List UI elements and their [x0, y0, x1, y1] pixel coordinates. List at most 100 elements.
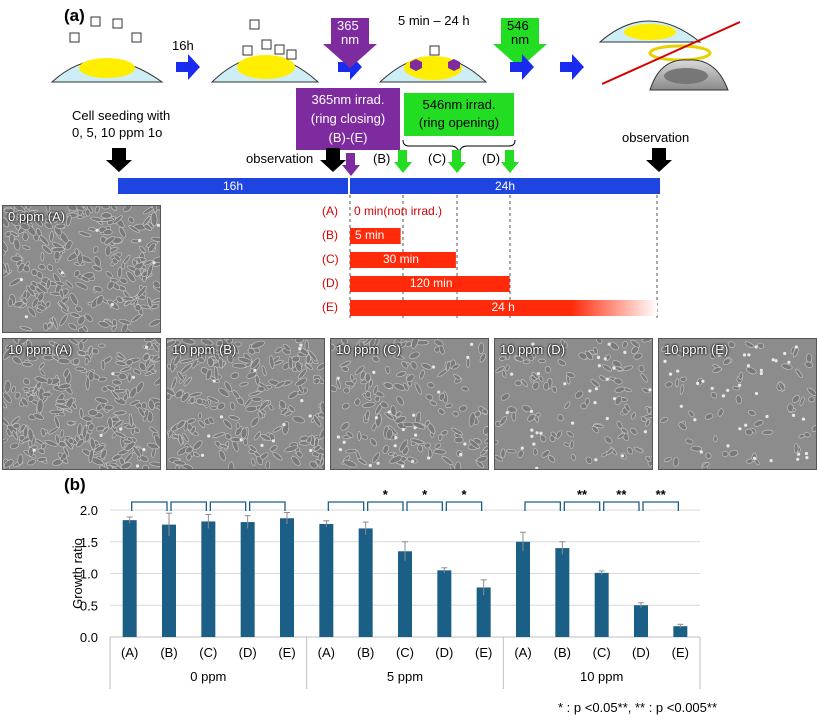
- uv-box-line-2: (ring closing): [310, 111, 386, 126]
- condition-id: (E): [322, 300, 338, 314]
- condition-id: (D): [322, 276, 339, 290]
- category-label: (B): [357, 645, 374, 660]
- significance-label: *: [383, 490, 389, 502]
- significance-label: *: [461, 490, 467, 502]
- bar: [201, 521, 216, 637]
- bar: [476, 587, 491, 637]
- condition-label: 24 h: [491, 300, 515, 314]
- significance-bracket: [249, 501, 286, 511]
- vis-arrow-d: [501, 150, 519, 173]
- blue-arrow-4: [560, 54, 584, 80]
- bar: [516, 541, 530, 637]
- condition-label: 0 min(non irrad.): [354, 204, 443, 218]
- mark-c: (C): [428, 151, 447, 166]
- timeline-16h-label: 16h: [222, 179, 244, 193]
- category-label: (C): [199, 645, 217, 660]
- micrograph: 10 ppm (E): [658, 338, 817, 470]
- bar: [240, 522, 255, 637]
- bar: [555, 548, 570, 637]
- condition-label: 5 min: [355, 228, 385, 242]
- micrograph-label: 0 ppm (A): [8, 209, 66, 224]
- obs-arrow-right: [646, 148, 672, 172]
- group-label: 10 ppm: [580, 669, 623, 684]
- vis-box-line-2: (ring opening): [418, 115, 500, 130]
- uv-arrow-label-2: nm: [341, 32, 360, 47]
- y-axis-label: Growth ratio: [70, 538, 85, 609]
- category-label: (C): [396, 645, 414, 660]
- seeding-line-2: 0, 5, 10 ppm 1o: [72, 125, 163, 140]
- significance-bracket: [209, 501, 247, 511]
- group-label: 0 ppm: [190, 669, 226, 684]
- micrograph: 0 ppm (A): [2, 205, 161, 333]
- micrograph: 10 ppm (B): [166, 338, 325, 470]
- category-label: (D): [435, 645, 453, 660]
- bar: [594, 572, 609, 637]
- uv-box-line-3: (B)-(E): [328, 130, 368, 145]
- vis-arrow-c: [448, 150, 466, 173]
- mark-d: (D): [482, 151, 501, 166]
- mark-b: (B): [373, 151, 391, 166]
- y-tick-label: 0.5: [80, 598, 98, 613]
- significance-bracket: [603, 501, 640, 511]
- seed-arrow: [106, 148, 132, 172]
- growth-ratio-chart: 0.0 0.5 1.0 1.5 2.0 Growth ratio 0 ppm (A) (B) (C…: [70, 490, 701, 689]
- significance-label: *: [422, 490, 428, 502]
- timeline-24h-label: 24h: [494, 179, 516, 193]
- bar: [673, 626, 688, 637]
- vis-arrow-label-1: 546: [507, 18, 529, 33]
- micrograph-label: 10 ppm (E): [664, 342, 729, 357]
- y-tick-label: 1.5: [80, 535, 98, 550]
- cell-2: [210, 19, 320, 83]
- significance-bracket: [170, 501, 207, 511]
- bar: [122, 520, 137, 637]
- vis-arrow-label-2: nm: [511, 32, 530, 47]
- blue-arrow-3: [510, 54, 534, 80]
- category-label: (A): [318, 645, 335, 660]
- category-label: (B): [554, 645, 571, 660]
- seeding-line-1: Cell seeding with: [72, 108, 171, 123]
- category-label: (A): [121, 645, 138, 660]
- micrograph: 10 ppm (C): [330, 338, 489, 470]
- significance-label: **: [656, 490, 667, 502]
- group-label: 5 ppm: [387, 669, 423, 684]
- significance-bracket: [367, 501, 404, 511]
- category-label: (E): [278, 645, 295, 660]
- timeline-16h: [118, 178, 348, 194]
- cell-final-dead: [648, 44, 729, 91]
- category-label: (C): [593, 645, 611, 660]
- condition-bar: [350, 252, 456, 268]
- bar: [437, 570, 452, 637]
- condition-label: 120 min: [409, 276, 453, 290]
- observation-right: observation: [622, 130, 690, 145]
- y-tick-label: 2.0: [80, 503, 98, 518]
- condition-bar: [350, 276, 510, 292]
- vis-arrow-b: [394, 150, 412, 173]
- category-label: (E): [672, 645, 689, 660]
- step-16h-label: 16h: [172, 38, 194, 53]
- uv-arrow-label-1: 365: [337, 18, 359, 33]
- category-label: (B): [160, 645, 177, 660]
- uv-box: [296, 88, 400, 150]
- significance-bracket: [445, 501, 483, 511]
- footnote: * : p <0.05**, ** : p <0.005**: [558, 700, 718, 715]
- bar: [280, 518, 294, 637]
- condition-bars: [349, 195, 658, 318]
- cell-1: [50, 16, 164, 83]
- significance-bracket: [327, 501, 365, 511]
- vis-546-arrow: [493, 18, 547, 68]
- condition-id: (C): [322, 252, 339, 266]
- cell-3: [378, 45, 488, 83]
- micrograph-label: 10 ppm (A): [8, 342, 73, 357]
- obs-arrow-left: [320, 148, 346, 172]
- category-label: (D): [632, 645, 650, 660]
- uv-small-arrow: [342, 153, 360, 176]
- bar: [319, 523, 334, 637]
- y-tick-label: 0.0: [80, 630, 98, 645]
- significance-label: **: [577, 490, 588, 502]
- significance-bracket: [131, 501, 168, 511]
- cell-schematic: [50, 16, 741, 194]
- y-tick-label: 1.0: [80, 567, 98, 582]
- condition-id: (A): [322, 204, 338, 218]
- cell-final-alive: [598, 20, 702, 43]
- bar: [634, 605, 648, 637]
